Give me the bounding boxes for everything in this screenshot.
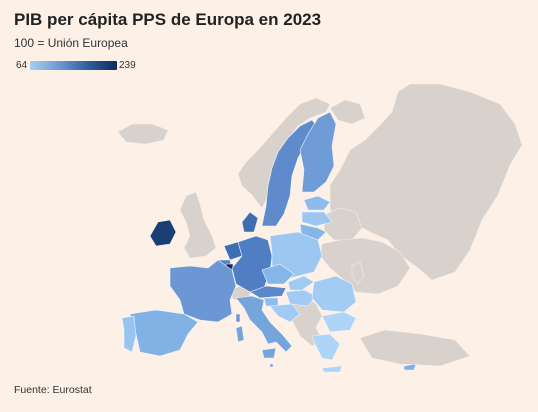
ukraine — [319, 237, 411, 295]
romania — [311, 275, 357, 313]
united-kingdom — [179, 191, 217, 259]
kola-region — [329, 99, 366, 125]
map-subtitle: 100 = Unión Europea — [14, 36, 128, 50]
bulgaria — [321, 311, 357, 333]
france — [169, 259, 237, 323]
czechia — [261, 263, 295, 285]
cyprus — [403, 363, 417, 371]
slovenia — [263, 297, 279, 307]
slovakia — [287, 275, 315, 291]
moldova — [351, 261, 365, 285]
turkey — [359, 329, 471, 367]
sardinia — [235, 325, 245, 343]
austria — [249, 285, 287, 299]
estonia — [303, 195, 331, 211]
ireland — [149, 219, 177, 247]
finland — [299, 111, 337, 193]
legend-min-label: 64 — [16, 60, 28, 71]
denmark — [241, 211, 259, 233]
portugal — [121, 315, 137, 353]
sicily — [261, 347, 277, 359]
iceland — [117, 123, 169, 145]
latvia — [301, 211, 333, 227]
legend-gradient-bar — [30, 61, 117, 70]
croatia — [269, 303, 301, 323]
europe-choropleth-map — [117, 83, 523, 373]
crete — [321, 365, 343, 373]
source-note: Fuente: Eurostat — [14, 384, 92, 396]
legend-max-label: 239 — [119, 60, 136, 71]
belarus — [323, 207, 363, 241]
corsica — [235, 313, 241, 323]
malta — [269, 363, 274, 368]
spain — [129, 309, 199, 357]
hungary — [285, 289, 317, 307]
italy — [235, 295, 293, 353]
map-title: PIB per cápita PPS de Europa en 2023 — [14, 10, 322, 29]
greece — [311, 333, 341, 361]
